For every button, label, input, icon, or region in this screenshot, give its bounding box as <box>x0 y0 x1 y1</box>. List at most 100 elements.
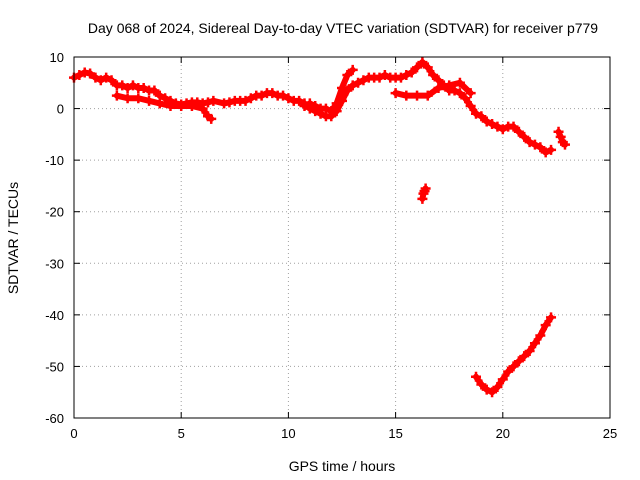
data-point <box>245 93 256 104</box>
data-point <box>422 90 433 101</box>
data-point <box>513 356 524 367</box>
data-point <box>283 93 294 104</box>
data-point <box>347 64 358 75</box>
x-tick-label: 25 <box>603 426 617 441</box>
data-point <box>444 80 455 91</box>
data-point <box>111 90 122 101</box>
data-point <box>347 80 358 91</box>
x-axis-label: GPS time / hours <box>289 458 396 474</box>
data-point <box>122 82 133 93</box>
data-point <box>471 371 481 382</box>
data-point <box>497 374 508 385</box>
data-point <box>412 90 423 101</box>
data-points <box>69 57 570 398</box>
data-point <box>529 139 540 150</box>
data-point <box>487 387 498 398</box>
data-point <box>454 88 465 99</box>
grid-lines <box>74 57 610 418</box>
data-point <box>304 98 315 109</box>
data-point <box>535 330 546 341</box>
data-point <box>508 361 519 372</box>
data-point <box>465 100 476 111</box>
data-point <box>256 90 267 101</box>
y-tick-label: -60 <box>45 411 64 426</box>
data-point <box>138 82 149 93</box>
data-point <box>326 106 337 117</box>
data-segment <box>456 79 474 97</box>
y-tick-label: -40 <box>45 308 64 323</box>
data-point <box>540 147 551 158</box>
series-offset-17h <box>390 77 476 101</box>
data-point <box>320 103 331 114</box>
plot-frame <box>73 56 611 419</box>
data-point <box>524 137 535 148</box>
data-point <box>144 95 155 106</box>
y-tick-label: -50 <box>45 359 64 374</box>
y-tick-label: -10 <box>45 153 64 168</box>
data-point <box>420 183 431 194</box>
data-point <box>546 144 557 155</box>
x-tick-label: 20 <box>496 426 510 441</box>
data-point <box>449 85 460 96</box>
data-point <box>101 72 112 83</box>
y-tick-label: -20 <box>45 205 64 220</box>
data-point <box>481 384 492 395</box>
data-point <box>559 139 570 150</box>
series-upper-band <box>299 64 358 117</box>
data-point <box>422 62 433 73</box>
data-point <box>149 85 160 96</box>
data-point <box>154 98 165 109</box>
y-tick-label: 0 <box>57 102 64 117</box>
data-point <box>299 100 310 111</box>
data-point <box>278 90 289 101</box>
data-point <box>337 82 347 93</box>
data-point <box>492 121 503 132</box>
data-point <box>508 121 519 132</box>
data-point <box>417 57 428 68</box>
y-tick-label: 10 <box>50 50 64 65</box>
data-point <box>395 72 406 83</box>
data-point <box>133 93 144 104</box>
data-point <box>519 131 530 142</box>
data-point <box>476 111 487 122</box>
series-deep-arc <box>471 312 557 398</box>
data-point <box>401 90 412 101</box>
data-point <box>106 75 117 86</box>
x-tick-label: 15 <box>388 426 402 441</box>
data-point <box>406 67 417 78</box>
data-point <box>529 338 540 349</box>
data-point <box>186 100 197 111</box>
x-tick-label: 0 <box>70 426 77 441</box>
data-point <box>122 93 133 104</box>
data-point <box>74 70 85 81</box>
data-point <box>165 100 176 111</box>
series-tail <box>553 126 570 150</box>
data-point <box>401 70 412 81</box>
y-tick-label: -30 <box>45 256 64 271</box>
y-axis-label: SDTVAR / TECUs <box>5 182 21 294</box>
data-point <box>90 72 101 83</box>
data-point <box>497 124 508 135</box>
data-point <box>513 126 524 137</box>
data-point <box>342 70 353 81</box>
data-point <box>487 119 498 130</box>
data-point <box>379 70 390 81</box>
data-point <box>519 351 530 362</box>
series-lower-band <box>111 90 217 124</box>
data-point <box>412 62 423 73</box>
data-point <box>481 116 492 127</box>
data-point <box>206 113 217 124</box>
data-point <box>331 98 342 109</box>
data-point <box>240 95 251 106</box>
data-point <box>353 77 364 88</box>
data-point <box>374 72 385 83</box>
data-point <box>160 93 171 104</box>
data-point <box>454 77 465 88</box>
data-point <box>95 75 106 86</box>
data-point <box>294 95 305 106</box>
data-point <box>535 142 546 153</box>
data-point <box>503 366 514 377</box>
data-point <box>267 88 278 99</box>
data-point <box>310 100 321 111</box>
data-point <box>358 75 369 86</box>
